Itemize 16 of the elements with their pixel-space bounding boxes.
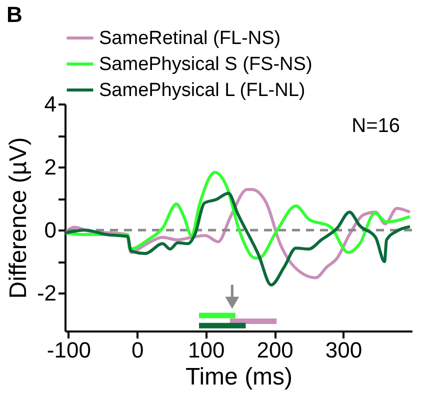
x-tick-label: 0 — [132, 338, 144, 362]
x-tick-label: 200 — [256, 338, 294, 362]
y-axis-title: Difference (µV) — [4, 137, 32, 299]
legend-label: SamePhysical L (FL-NL) — [99, 80, 306, 101]
legend-label: SameRetinal (FL-NS) — [99, 28, 281, 49]
x-tick-label: 100 — [188, 338, 225, 362]
y-tick-label: 4 — [44, 92, 56, 116]
chart-title: B — [6, 2, 22, 27]
y-tick-label: 0 — [44, 218, 56, 243]
x-tick-label: 300 — [325, 338, 362, 362]
annotation: N=16 — [352, 115, 400, 137]
legend-label: SamePhysical S (FS-NS) — [99, 54, 312, 75]
x-tick-label: -100 — [46, 338, 91, 362]
x-axis-title: Time (ms) — [185, 364, 293, 390]
y-tick-label: -2 — [36, 280, 56, 306]
y-tick-label: 2 — [44, 154, 56, 180]
